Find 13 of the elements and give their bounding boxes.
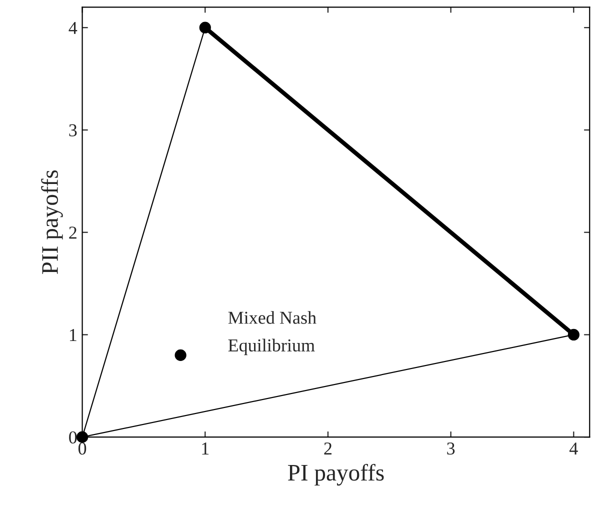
x-tick-label: 4 — [570, 442, 578, 454]
annotation: Mixed Nash Equilibrium — [228, 311, 316, 356]
x-axis-title: PI payoffs — [288, 464, 384, 486]
x-tick-label: 0 — [78, 442, 86, 455]
x-tick-label: 2 — [324, 442, 332, 454]
y-tick-label: 4 — [68, 22, 78, 34]
y-tick-label: 1 — [70, 329, 76, 341]
y-tick-label: 0 — [69, 431, 77, 444]
y-tick-label: 2 — [69, 226, 76, 239]
x-tick-label: 3 — [447, 442, 455, 455]
y-tick-label: 3 — [69, 124, 77, 136]
x-tick-label: 1 — [202, 442, 209, 454]
y-axis-title: PII payoffs — [41, 170, 63, 274]
